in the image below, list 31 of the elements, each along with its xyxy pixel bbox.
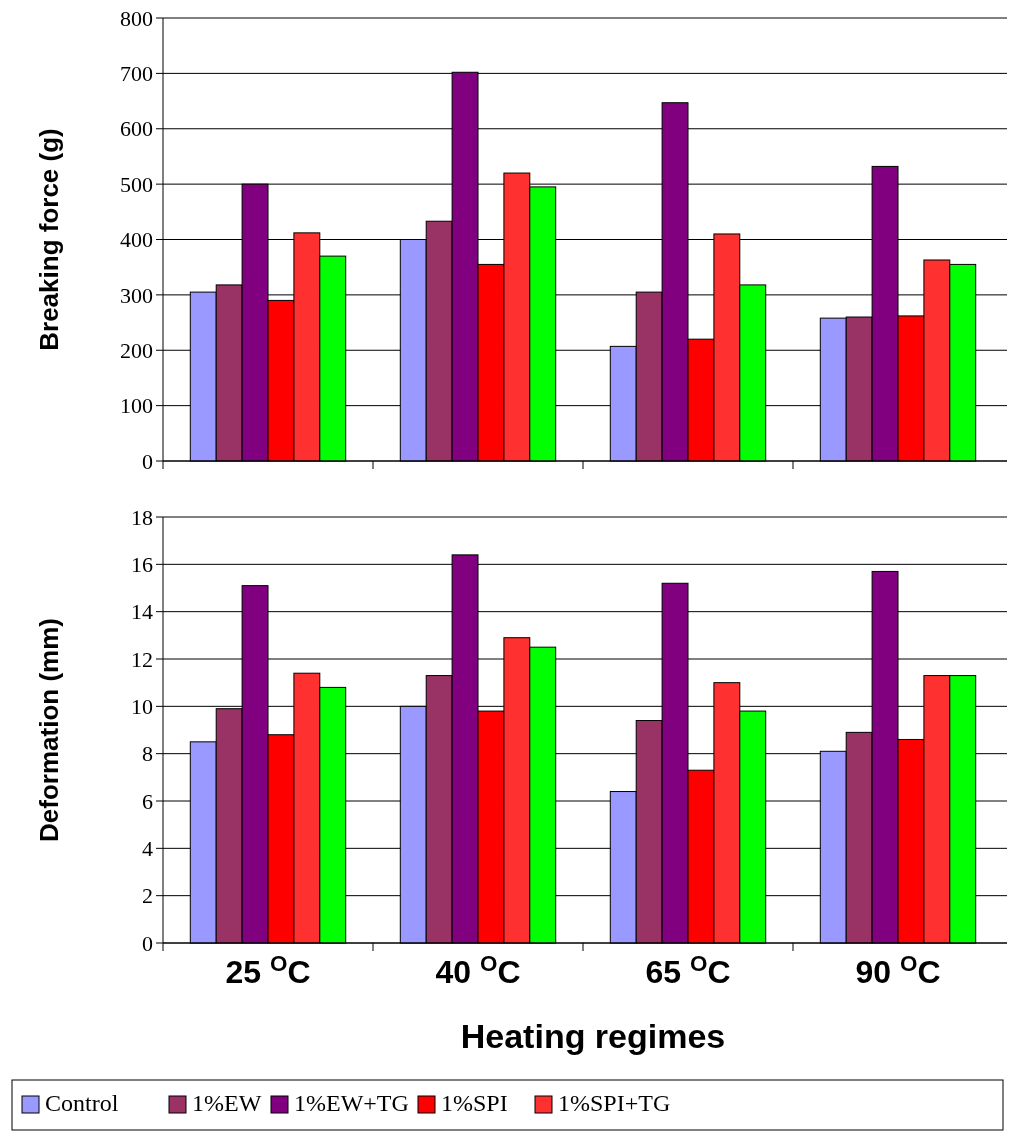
y-tick-label: 2: [142, 883, 153, 909]
y-tick-label: 800: [120, 5, 153, 31]
y-tick-label: 0: [142, 930, 153, 956]
y-tick-label: 16: [131, 552, 153, 578]
y-tick-label: 100: [120, 393, 153, 419]
y-tick-label: 6: [142, 788, 153, 814]
y-tick-label: 14: [131, 599, 153, 625]
y-tick-label: 12: [131, 646, 153, 672]
legend-label: 1%SPI: [441, 1090, 508, 1116]
y-tick-label: 10: [131, 694, 153, 720]
x-axis-title: Heating regimes: [460, 1017, 726, 1055]
y-tick-label: 700: [120, 61, 153, 87]
y-tick-label: 600: [120, 116, 153, 142]
y-tick-label: 18: [131, 504, 153, 530]
legend-label: Control: [45, 1090, 119, 1116]
y-tick-label: 200: [120, 337, 153, 363]
x-tick-label: 25 $^{O}$C: [225, 950, 311, 990]
y-tick-label: 500: [120, 171, 153, 197]
y-tick-label: 4: [142, 836, 153, 862]
x-tick-label: 65 $^{O}$C: [645, 950, 731, 990]
x-tick-label: 40 $^{O}$C: [435, 950, 521, 990]
y-axis-title: Breaking force (g): [34, 128, 64, 351]
legend-label: 1%EW: [192, 1090, 262, 1116]
legend-label: 1%EW+TG: [294, 1090, 409, 1116]
y-tick-label: 300: [120, 282, 153, 308]
x-tick-label: 90 $^{O}$C: [855, 950, 941, 990]
y-tick-label: 400: [120, 227, 153, 253]
y-axis-title: Deformation (mm): [34, 618, 64, 842]
y-tick-label: 0: [142, 448, 153, 474]
y-tick-label: 8: [142, 741, 153, 767]
legend-label: 1%SPI+TG: [558, 1090, 671, 1116]
